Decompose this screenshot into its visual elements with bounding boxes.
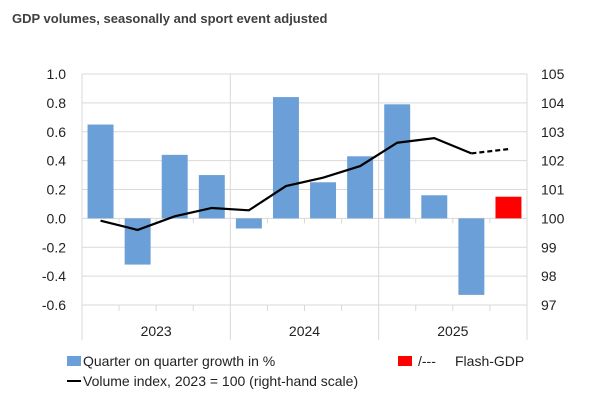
right-tick-label: 105 xyxy=(541,66,565,82)
growth-bar xyxy=(384,104,411,219)
growth-bar xyxy=(198,175,225,219)
growth-bar xyxy=(161,154,188,219)
year-label: 2025 xyxy=(437,323,468,339)
legend-label-index: Volume index, 2023 = 100 (right-hand sca… xyxy=(83,373,358,389)
right-tick-label: 100 xyxy=(541,210,565,226)
legend-label-flash: Flash-GDP xyxy=(455,353,524,369)
year-label: 2023 xyxy=(141,323,172,339)
left-tick-label: -0.2 xyxy=(42,239,66,255)
left-tick-label: -0.4 xyxy=(42,268,66,284)
left-tick-label: 0.2 xyxy=(47,182,67,198)
right-tick-label: 98 xyxy=(541,268,557,284)
left-tick-label: -0.6 xyxy=(42,297,66,313)
chart-title: GDP volumes, seasonally and sport event … xyxy=(12,11,328,26)
year-label: 2024 xyxy=(289,323,320,339)
growth-bar xyxy=(458,218,485,295)
flash-index-line xyxy=(471,147,509,155)
right-tick-label: 104 xyxy=(541,95,565,111)
left-tick-label: 0.6 xyxy=(47,124,67,140)
right-tick-label: 99 xyxy=(541,239,557,255)
left-tick-label: 0.8 xyxy=(47,95,67,111)
flash-bar xyxy=(495,196,522,219)
growth-bar xyxy=(235,218,262,229)
legend-flash-symbol: /--- xyxy=(418,353,436,369)
legend: Quarter on quarter growth in % /--- Flas… xyxy=(67,353,524,389)
legend-label-growth: Quarter on quarter growth in % xyxy=(83,353,275,369)
right-tick-label: 97 xyxy=(541,297,557,313)
right-tick-label: 101 xyxy=(541,182,565,198)
legend-swatch-growth xyxy=(67,356,81,366)
left-tick-label: 0.0 xyxy=(47,210,67,226)
growth-bar xyxy=(272,97,299,219)
legend-swatch-flash xyxy=(398,356,412,366)
right-tick-label: 102 xyxy=(541,153,565,169)
left-tick-label: 0.4 xyxy=(47,153,67,169)
growth-bar xyxy=(310,182,337,219)
growth-bar xyxy=(124,218,151,265)
growth-bar xyxy=(87,124,114,219)
growth-bar xyxy=(421,195,448,219)
left-tick-label: 1.0 xyxy=(47,66,67,82)
volume-index-line xyxy=(100,136,472,232)
right-tick-label: 103 xyxy=(541,124,565,140)
